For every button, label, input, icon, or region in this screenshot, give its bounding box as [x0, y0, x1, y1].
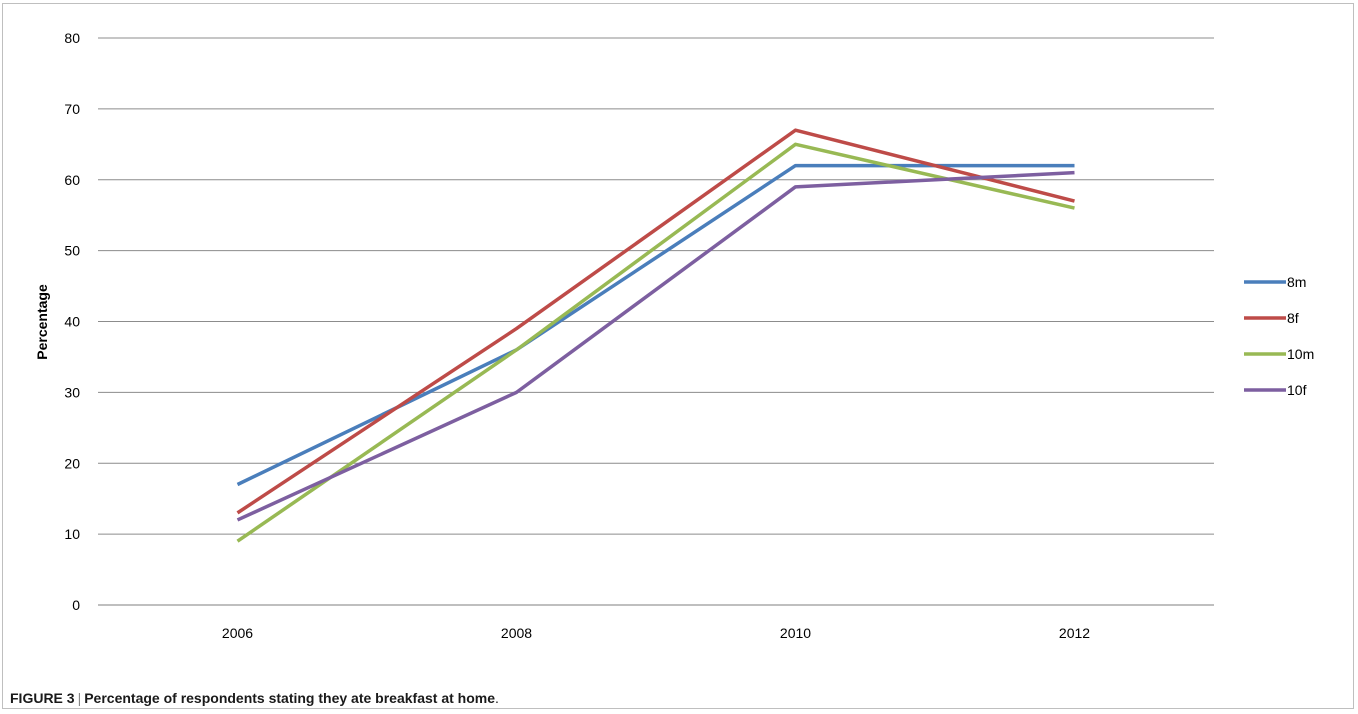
- caption-separator: |: [77, 690, 82, 706]
- y-tick-label: 40: [64, 314, 80, 330]
- series-line-8m: [236, 163, 1075, 487]
- y-tick-label: 20: [64, 455, 80, 471]
- legend-label-8f: 8f: [1287, 310, 1299, 326]
- legend-label-8m: 8m: [1287, 274, 1306, 290]
- gridlines: [98, 37, 1214, 606]
- y-axis-ticks: 0 10 20 30 40 50 60 70 80: [64, 30, 80, 613]
- legend-label-10m: 10m: [1287, 346, 1314, 362]
- y-tick-label: 70: [64, 101, 80, 117]
- caption-end: .: [495, 690, 499, 706]
- series-line-8f: [236, 128, 1075, 515]
- y-tick-label: 10: [64, 526, 80, 542]
- caption-label: FIGURE 3: [10, 690, 75, 706]
- figure-caption: FIGURE 3 | Percentage of respondents stati…: [10, 690, 499, 706]
- series-line-10f: [236, 170, 1075, 522]
- x-axis-ticks: 2006 2008 2010 2012: [222, 625, 1090, 641]
- figure-frame: [2, 3, 1354, 709]
- x-tick-label: 2008: [501, 625, 532, 641]
- y-tick-label: 30: [64, 384, 80, 400]
- y-tick-label: 50: [64, 243, 80, 259]
- series-lines: [236, 128, 1075, 543]
- series-line-10m: [236, 142, 1075, 543]
- x-tick-label: 2012: [1059, 625, 1090, 641]
- x-tick-label: 2010: [780, 625, 811, 641]
- y-tick-label: 0: [72, 597, 80, 613]
- caption-text: Percentage of respondents stating they a…: [84, 690, 495, 706]
- y-axis-label: Percentage: [34, 284, 50, 360]
- x-tick-label: 2006: [222, 625, 253, 641]
- y-tick-label: 60: [64, 172, 80, 188]
- y-tick-label: 80: [64, 30, 80, 46]
- legend: 8m 8f 10m 10f: [1244, 274, 1314, 398]
- legend-label-10f: 10f: [1287, 382, 1307, 398]
